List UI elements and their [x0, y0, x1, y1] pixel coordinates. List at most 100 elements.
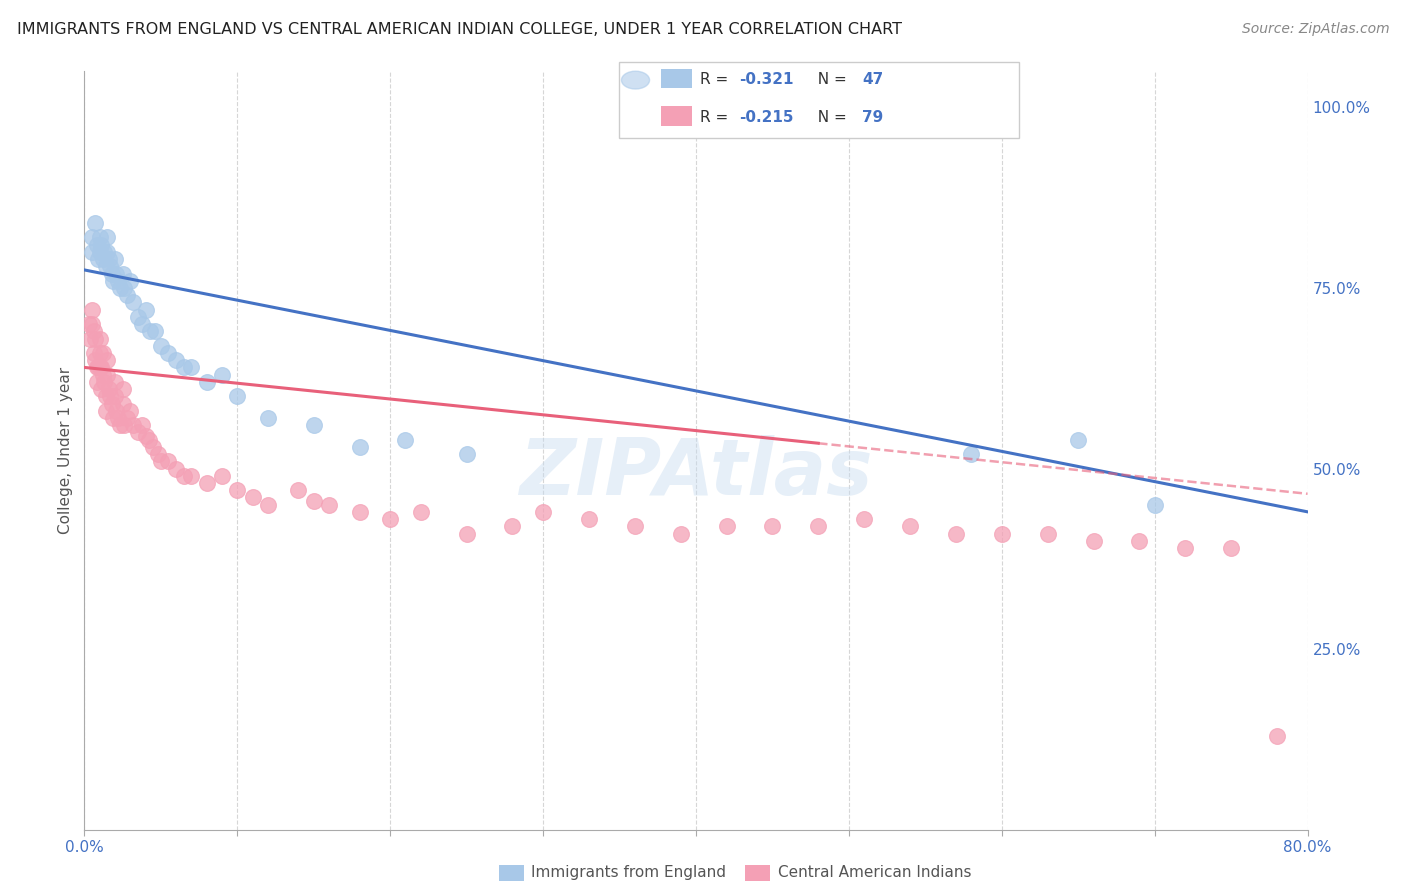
Point [991, 526, 1014, 541]
Point [211, 368, 233, 382]
Point [87, 360, 110, 375]
Point [165, 353, 187, 368]
Text: Source: ZipAtlas.com: Source: ZipAtlas.com [1241, 22, 1389, 37]
Point [105, 403, 128, 417]
Point [94, 389, 117, 403]
Point [1067, 433, 1090, 447]
Point [108, 418, 131, 433]
Point [84, 353, 107, 368]
Text: N =: N = [808, 110, 852, 125]
Point [394, 433, 416, 447]
Point [96, 368, 118, 382]
Point [89, 332, 111, 346]
Point [80, 317, 103, 331]
Point [89, 230, 111, 244]
Point [349, 505, 371, 519]
Point [94, 403, 117, 417]
Point [107, 274, 129, 288]
Point [349, 440, 371, 454]
Point [945, 526, 967, 541]
Point [84, 332, 107, 346]
Point [91, 252, 114, 266]
Point [79, 332, 101, 346]
Point [104, 389, 127, 403]
Point [127, 310, 149, 324]
Point [456, 526, 478, 541]
Point [211, 468, 233, 483]
Point [105, 267, 128, 281]
Point [120, 403, 142, 417]
Point [120, 274, 142, 288]
Point [761, 519, 783, 533]
Point [97, 382, 120, 396]
Point [157, 346, 180, 360]
Point [101, 396, 124, 410]
Point [669, 526, 692, 541]
Point [287, 483, 309, 498]
Point [149, 454, 172, 468]
Point [90, 237, 112, 252]
Point [180, 468, 202, 483]
Point [122, 295, 145, 310]
Point [93, 244, 115, 259]
Point [77, 317, 100, 331]
Point [131, 418, 153, 433]
Point [142, 440, 165, 454]
Point [112, 281, 135, 295]
Point [112, 418, 135, 433]
Text: -0.215: -0.215 [740, 110, 794, 125]
Point [409, 505, 432, 519]
Point [83, 346, 105, 360]
Point [898, 519, 921, 533]
Text: -0.321: -0.321 [740, 71, 794, 87]
Point [1220, 541, 1243, 555]
Point [86, 375, 108, 389]
Point [90, 360, 112, 375]
Point [242, 491, 264, 505]
Point [90, 382, 112, 396]
Point [108, 281, 131, 295]
Point [195, 375, 218, 389]
Point [380, 512, 402, 526]
Text: 47: 47 [862, 71, 883, 87]
Point [173, 360, 195, 375]
Point [173, 468, 195, 483]
Text: ZIPAtlas: ZIPAtlas [519, 435, 873, 511]
Point [502, 519, 524, 533]
Point [578, 512, 600, 526]
Point [1083, 533, 1105, 548]
Point [135, 302, 157, 317]
Point [127, 425, 149, 440]
Point [87, 252, 110, 266]
Point [104, 252, 127, 266]
Point [165, 461, 187, 475]
Point [111, 382, 134, 396]
Point [180, 360, 202, 375]
Text: R =: R = [700, 71, 734, 87]
Point [146, 447, 169, 461]
Point [89, 346, 111, 360]
Point [195, 475, 218, 490]
Point [302, 494, 325, 508]
Point [531, 505, 554, 519]
Point [104, 375, 127, 389]
Point [624, 519, 647, 533]
Point [960, 447, 983, 461]
Text: N =: N = [808, 71, 852, 87]
Point [456, 447, 478, 461]
Point [157, 454, 180, 468]
Point [98, 260, 121, 274]
Point [226, 389, 249, 403]
Point [257, 498, 280, 512]
Point [96, 230, 118, 244]
Point [138, 433, 160, 447]
Point [97, 252, 120, 266]
Point [91, 346, 114, 360]
Point [96, 353, 118, 368]
Point [89, 360, 111, 375]
Point [86, 237, 108, 252]
Point [84, 216, 107, 230]
Point [1174, 541, 1197, 555]
Point [80, 244, 103, 259]
Point [1265, 729, 1288, 743]
